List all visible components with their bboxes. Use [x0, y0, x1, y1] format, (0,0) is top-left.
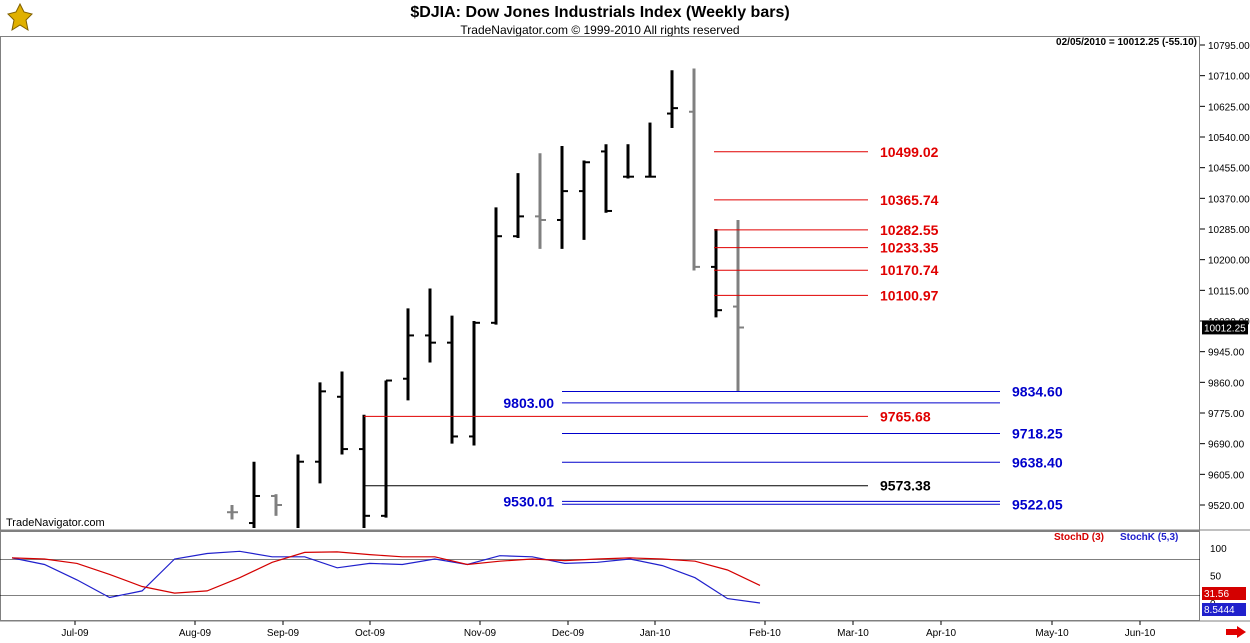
level-label: 9803.00	[503, 395, 554, 411]
watermark: TradeNavigator.com	[6, 517, 105, 529]
x-tick-label: Dec-09	[552, 628, 585, 639]
stoch-tick-label: 100	[1210, 544, 1227, 555]
level-label: 9638.40	[1012, 454, 1063, 470]
y-tick-label: 9860.00	[1208, 378, 1245, 389]
level-label: 9522.05	[1012, 496, 1063, 512]
level-label: 9718.25	[1012, 425, 1063, 441]
y-tick-label: 10625.00	[1208, 102, 1250, 113]
level-label: 10365.74	[880, 192, 939, 208]
y-tick-label: 10115.00	[1208, 286, 1249, 297]
y-tick-label: 10710.00	[1208, 72, 1250, 83]
x-tick-label: Sep-09	[267, 628, 300, 639]
last-k-box	[1202, 603, 1246, 616]
level-label: 10282.55	[880, 222, 939, 238]
last-price-label: 10012.25	[1204, 323, 1246, 334]
stochd-line	[11, 551, 761, 594]
last-d-box	[1202, 587, 1246, 600]
last-bar-info: 02/05/2010 = 10012.25 (-55.10)	[1056, 37, 1197, 48]
level-label: 9834.60	[1012, 383, 1063, 399]
stochd-legend: StochD (3)	[1054, 532, 1104, 543]
y-tick-label: 9690.00	[1208, 440, 1245, 451]
level-label: 9530.01	[503, 493, 554, 509]
y-tick-label: 10795.00	[1208, 41, 1250, 52]
x-tick-label: Oct-09	[355, 628, 385, 639]
x-tick-label: May-10	[1035, 628, 1069, 639]
stochk-line	[11, 550, 761, 604]
level-label: 10170.74	[880, 262, 939, 278]
last-k-label: 8.5444	[1204, 605, 1235, 616]
y-tick-label: 10455.00	[1208, 164, 1250, 175]
stochk-legend: StochK (5,3)	[1120, 532, 1179, 543]
x-tick-label: Nov-09	[464, 628, 497, 639]
level-label: 9765.68	[880, 408, 931, 424]
level-label: 10499.02	[880, 144, 939, 160]
y-tick-label: 10285.00	[1208, 225, 1250, 236]
last-price-box	[1202, 320, 1248, 335]
y-tick-label: 10370.00	[1208, 194, 1250, 205]
level-label: 10233.35	[880, 240, 939, 256]
scroll-right-arrow-icon[interactable]	[1226, 626, 1246, 638]
x-tick-label: Feb-10	[749, 628, 781, 639]
chart-title: $DJIA: Dow Jones Industrials Index (Week…	[410, 4, 790, 21]
y-tick-label: 9605.00	[1208, 470, 1245, 481]
y-tick-label: 10540.00	[1208, 133, 1250, 144]
x-tick-label: Apr-10	[926, 628, 956, 639]
tradenavigator-logo	[2, 2, 38, 34]
x-tick-label: Jul-09	[61, 628, 89, 639]
y-tick-label: 9945.00	[1208, 348, 1245, 359]
last-d-label: 31.56	[1204, 589, 1229, 600]
stoch-panel-frame	[0, 531, 1200, 621]
x-tick-label: Mar-10	[837, 628, 869, 639]
level-label: 9573.38	[880, 478, 931, 494]
y-tick-label: 9520.00	[1208, 501, 1245, 512]
x-tick-label: Aug-09	[179, 628, 212, 639]
x-tick-label: Jan-10	[640, 628, 671, 639]
chart-subtitle: TradeNavigator.com © 1999-2010 All right…	[460, 23, 740, 37]
y-tick-label: 9775.00	[1208, 409, 1245, 420]
y-tick-label: 10200.00	[1208, 256, 1250, 267]
stoch-tick-label: 50	[1210, 572, 1222, 583]
x-tick-label: Jun-10	[1125, 628, 1156, 639]
level-label: 10100.97	[880, 287, 939, 303]
